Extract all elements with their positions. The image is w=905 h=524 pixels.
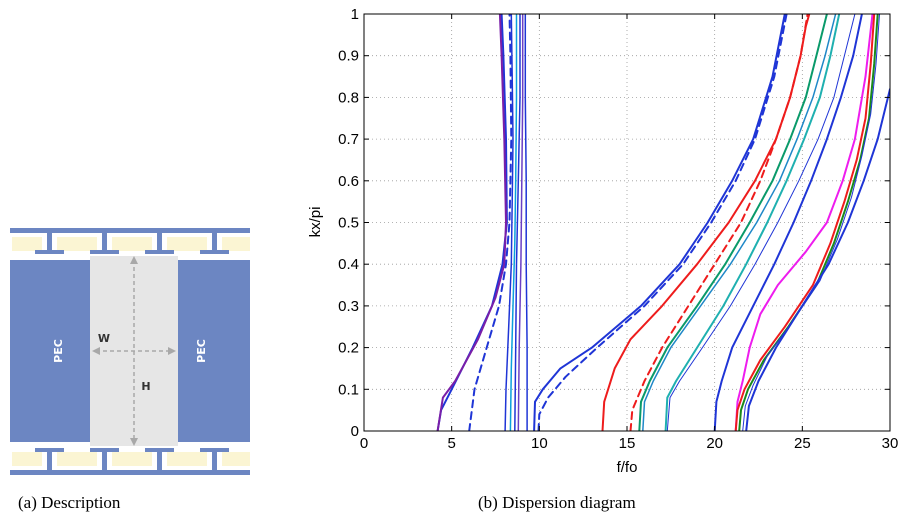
bottom-plate — [35, 448, 64, 452]
bottom-cell — [12, 452, 42, 466]
dispersion-curve-20 — [738, 14, 879, 431]
y-tick-label: 0.5 — [338, 215, 359, 232]
bottom-post — [47, 452, 52, 470]
top-plate — [90, 250, 119, 254]
dispersion-curve-12 — [629, 14, 809, 431]
dispersion-curve-7 — [517, 14, 524, 431]
height-label: H — [141, 380, 150, 393]
dispersion-curve-2 — [436, 14, 507, 431]
dispersion-curve-19 — [734, 14, 876, 431]
top-post — [157, 233, 162, 251]
dispersion-chart: 0 5 10 15 20 25 30 0 0.1 0.2 0.3 0.4 0.5 0.6 0.7 0.8 0.9… — [307, 6, 898, 476]
bottom-periodic-structure — [10, 448, 250, 475]
bottom-cell — [112, 452, 152, 466]
top-plate — [145, 250, 174, 254]
top-plate — [200, 250, 229, 254]
left-pec-label: PEC — [52, 339, 65, 363]
caption-dispersion: (b) Dispersion diagram — [478, 493, 636, 512]
top-periodic-structure — [10, 228, 250, 254]
top-cell — [57, 237, 97, 251]
x-axis-label: f/fo — [617, 459, 638, 476]
dispersion-curve-21 — [742, 14, 880, 431]
top-cell — [12, 237, 42, 251]
x-tick-label: 15 — [619, 435, 636, 452]
dispersion-curve-4 — [504, 14, 514, 431]
bottom-post — [102, 452, 107, 470]
top-cell — [167, 237, 207, 251]
dispersion-curve-16 — [666, 14, 856, 431]
bottom-cell — [57, 452, 97, 466]
dispersion-curve-15 — [664, 14, 841, 431]
width-arrow-left-head — [92, 347, 100, 355]
description-schematic: PEC PEC W H — [10, 228, 250, 475]
caption-description: (a) Description — [18, 493, 121, 512]
bottom-rail — [10, 470, 250, 475]
dispersion-curve-18 — [734, 14, 874, 431]
axis-ticks: 0 5 10 15 20 25 30 0 0.1 0.2 0.3 0.4 0.5 0.6 0.7 0.8 0.9… — [338, 6, 898, 452]
dimension-arrows — [96, 260, 172, 442]
y-tick-label: 0.3 — [338, 298, 359, 315]
y-axis-label: kx/pi — [307, 207, 324, 238]
bottom-cell — [222, 452, 250, 466]
x-tick-label: 0 — [360, 435, 368, 452]
y-tick-label: 0.2 — [338, 340, 359, 357]
top-rail — [10, 228, 250, 233]
bottom-plate — [145, 448, 174, 452]
bottom-plate — [200, 448, 229, 452]
top-cell — [222, 237, 250, 251]
x-tick-label: 20 — [706, 435, 723, 452]
bottom-plate — [90, 448, 119, 452]
top-post — [47, 233, 52, 251]
y-tick-label: 0.1 — [338, 381, 359, 398]
x-tick-label: 30 — [882, 435, 899, 452]
top-plate — [35, 250, 64, 254]
arrow-heads — [92, 256, 176, 446]
bottom-cell — [167, 452, 207, 466]
dispersion-curve-22 — [745, 88, 890, 431]
width-arrow-right-head — [168, 347, 176, 355]
dispersion-curve-1 — [436, 14, 508, 431]
dispersion-curve-9 — [533, 14, 786, 431]
bottom-post — [157, 452, 162, 470]
top-cell — [112, 237, 152, 251]
right-pec-block — [178, 260, 250, 442]
height-arrow-top-head — [130, 256, 138, 264]
top-post — [102, 233, 107, 251]
dispersion-curve-14 — [642, 14, 837, 431]
x-tick-label: 10 — [531, 435, 548, 452]
x-tick-label: 25 — [794, 435, 811, 452]
grid — [364, 14, 890, 431]
y-tick-label: 0 — [351, 423, 359, 440]
series-lines — [436, 14, 890, 431]
width-label: W — [98, 332, 110, 345]
dispersion-curve-17 — [713, 14, 863, 431]
y-tick-label: 1 — [351, 6, 359, 23]
y-tick-label: 0.4 — [338, 256, 359, 273]
dispersion-curve-5 — [509, 14, 518, 431]
y-tick-label: 0.9 — [338, 48, 359, 65]
height-arrow-bottom-head — [130, 438, 138, 446]
x-tick-label: 5 — [447, 435, 455, 452]
right-pec-label: PEC — [195, 339, 208, 363]
y-tick-label: 0.8 — [338, 89, 359, 106]
bottom-post — [212, 452, 217, 470]
y-tick-label: 0.7 — [338, 131, 359, 148]
dispersion-curve-3 — [468, 14, 513, 431]
dispersion-curve-6 — [514, 14, 521, 431]
dispersion-curve-10 — [537, 14, 788, 431]
dispersion-curve-8 — [524, 14, 528, 431]
left-pec-block — [10, 260, 90, 442]
y-tick-label: 0.6 — [338, 173, 359, 190]
top-post — [212, 233, 217, 251]
dispersion-curve-13 — [638, 14, 828, 431]
